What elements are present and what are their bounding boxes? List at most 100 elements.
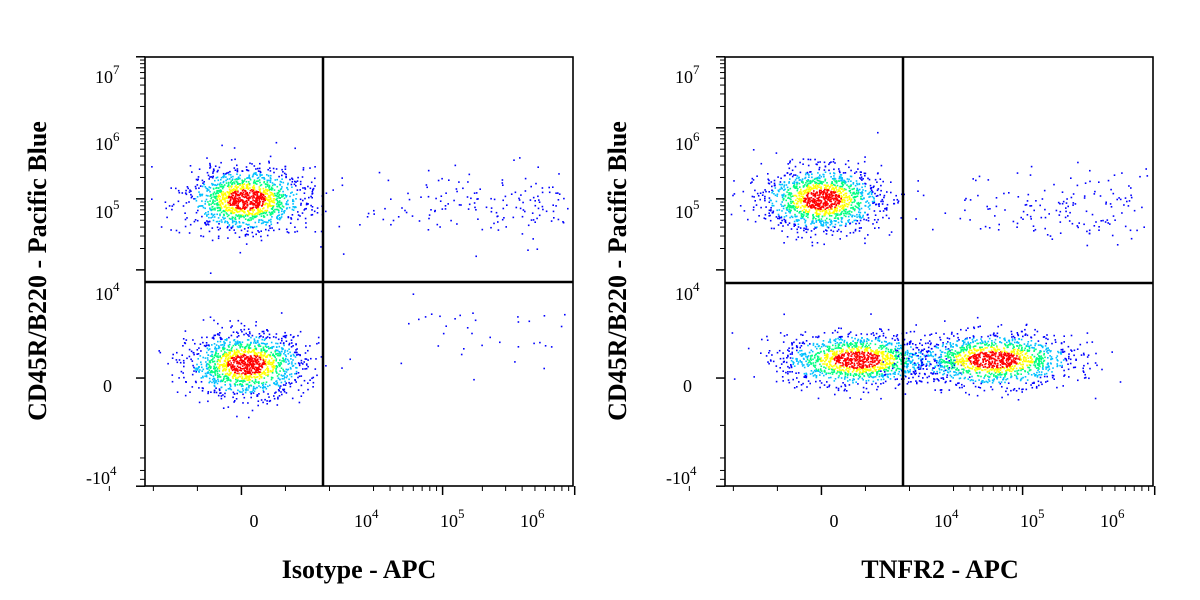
event-dot — [553, 217, 555, 219]
event-dot — [1068, 220, 1071, 222]
event-dot — [256, 368, 258, 370]
event-dot — [854, 184, 857, 187]
event-dot — [230, 357, 233, 359]
event-dot — [775, 152, 778, 154]
event-dot — [776, 351, 779, 354]
event-dot — [218, 223, 220, 225]
event-dot — [872, 223, 874, 225]
event-dot — [228, 359, 230, 362]
event-dot — [211, 355, 213, 357]
event-dot — [820, 220, 823, 222]
event-dot — [272, 353, 274, 355]
event-dot — [280, 391, 282, 393]
event-dot — [216, 370, 218, 373]
event-dot — [517, 316, 519, 318]
event-dot — [253, 340, 256, 342]
event-dot — [280, 194, 283, 196]
event-dot — [770, 209, 772, 211]
event-dot — [219, 392, 221, 394]
event-dot — [527, 224, 530, 227]
event-dot — [288, 362, 291, 365]
event-dot — [237, 178, 240, 180]
event-dot — [218, 189, 221, 192]
event-dot — [206, 344, 208, 347]
event-dot — [845, 223, 847, 226]
event-dot — [282, 388, 284, 391]
event-dot — [221, 184, 223, 186]
event-dot — [285, 382, 287, 384]
event-dot — [214, 165, 217, 167]
event-dot — [289, 334, 292, 336]
event-dot — [367, 212, 370, 215]
event-dot — [211, 202, 214, 204]
event-dot — [444, 208, 447, 210]
event-dot — [846, 203, 849, 206]
event-dot — [827, 206, 829, 209]
event-dot — [236, 186, 239, 188]
event-dot — [186, 186, 189, 188]
event-dot — [816, 199, 818, 202]
event-dot — [823, 243, 825, 246]
event-dot — [984, 225, 987, 228]
event-dot — [833, 189, 836, 192]
event-dot — [249, 347, 252, 349]
event-dot — [912, 376, 914, 379]
event-dot — [250, 355, 252, 357]
event-dot — [213, 381, 216, 384]
event-dot — [239, 345, 242, 348]
event-dot — [308, 196, 310, 199]
event-dot — [226, 210, 229, 212]
event-dot — [197, 358, 199, 360]
event-dot — [811, 244, 814, 247]
event-dot — [291, 363, 293, 365]
event-dot — [1130, 237, 1133, 240]
event-dot — [232, 344, 235, 347]
event-dot — [203, 181, 205, 183]
event-dot — [275, 380, 278, 382]
event-dot — [799, 186, 801, 188]
event-dot — [230, 186, 233, 189]
event-dot — [254, 382, 256, 385]
event-dot — [287, 360, 290, 362]
event-dot — [857, 204, 860, 206]
event-dot — [266, 336, 269, 338]
event-dot — [166, 216, 168, 219]
event-dot — [237, 193, 239, 196]
event-dot — [1012, 220, 1015, 223]
event-dot — [221, 326, 223, 329]
event-dot — [267, 369, 270, 372]
event-dot — [841, 207, 843, 210]
event-dot — [802, 185, 805, 187]
event-dot — [283, 342, 285, 344]
event-dot — [281, 174, 283, 177]
event-dot — [264, 209, 266, 212]
event-dot — [302, 169, 305, 171]
event-dot — [1109, 203, 1112, 205]
event-dot — [823, 222, 825, 224]
event-dot — [266, 205, 269, 208]
event-dot — [430, 313, 433, 315]
event-dot — [281, 178, 283, 180]
y-tick-label: -104 — [86, 463, 117, 488]
event-dot — [205, 364, 208, 366]
event-dot — [253, 173, 255, 175]
event-dot — [217, 356, 220, 359]
event-dot — [442, 332, 445, 335]
event-dot — [786, 191, 788, 193]
event-dot — [267, 221, 269, 224]
event-dot — [259, 368, 262, 371]
event-dot — [864, 185, 866, 188]
event-dot — [253, 209, 255, 211]
event-dot — [203, 344, 206, 347]
event-dot — [261, 351, 263, 353]
event-dot — [219, 380, 222, 383]
event-dot — [860, 178, 862, 180]
event-dot — [221, 364, 223, 366]
event-dot — [182, 338, 185, 340]
event-dot — [221, 380, 224, 383]
event-dot — [767, 361, 769, 363]
event-dot — [493, 222, 495, 225]
event-dot — [224, 221, 226, 224]
event-dot — [264, 192, 267, 195]
event-dot — [799, 200, 802, 203]
